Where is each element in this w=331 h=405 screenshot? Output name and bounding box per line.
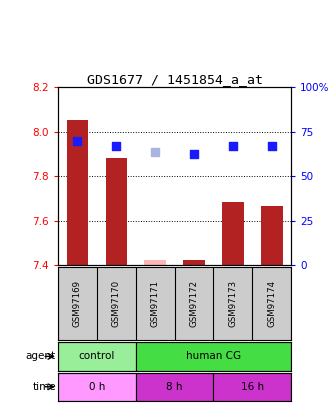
Bar [222,202,244,265]
Text: GSM97173: GSM97173 [228,280,237,327]
Text: human CG: human CG [186,352,241,361]
Text: 16 h: 16 h [241,382,264,392]
Bar [213,373,291,401]
Bar [183,260,205,265]
Bar [58,373,136,401]
Bar [67,120,88,265]
Text: GSM97171: GSM97171 [151,280,160,327]
Bar [144,260,166,265]
Point [191,151,197,157]
Text: 0 h: 0 h [89,382,105,392]
Point [114,143,119,149]
Text: GSM97174: GSM97174 [267,280,276,327]
Point [269,143,274,149]
Bar [106,158,127,265]
Bar [58,342,136,371]
Text: time: time [32,382,56,392]
Text: 8 h: 8 h [166,382,183,392]
Text: control: control [79,352,115,361]
Text: GSM97170: GSM97170 [112,280,121,327]
Point [75,137,80,144]
Point [230,143,236,149]
Point [153,148,158,155]
Text: GSM97172: GSM97172 [190,280,199,327]
Title: GDS1677 / 1451854_a_at: GDS1677 / 1451854_a_at [87,73,262,86]
Text: agent: agent [26,352,56,361]
Bar [136,342,291,371]
Bar [136,373,213,401]
Text: GSM97169: GSM97169 [73,280,82,327]
Bar [261,206,283,265]
